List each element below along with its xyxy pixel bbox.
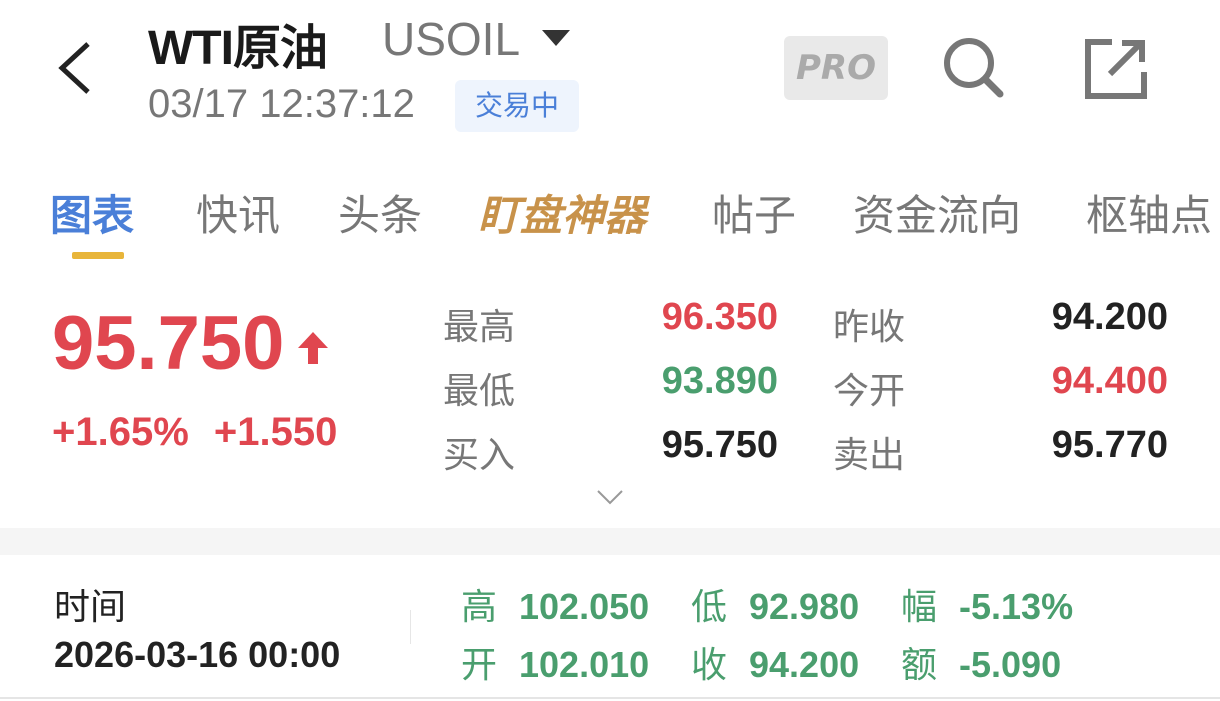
low-value: 93.890	[661, 360, 778, 402]
pro-button[interactable]: PRO	[784, 36, 888, 100]
chevron-down-icon[interactable]	[596, 488, 624, 506]
prev-close-label: 昨收	[833, 307, 906, 348]
bar-amplitude: 幅 -5.13%	[901, 578, 1073, 630]
bid-label: 买入	[443, 435, 516, 476]
tab-news-flash[interactable]: 快讯	[196, 191, 281, 240]
instrument-title: WTI原油	[148, 22, 328, 75]
change-percent: +1.65%	[52, 410, 189, 454]
bar-time-value: 2026-03-16 00:00	[54, 634, 341, 675]
bar-amp-value: -5.13%	[959, 586, 1074, 627]
bar-close-label: 收	[691, 644, 728, 685]
share-icon[interactable]	[1084, 38, 1148, 100]
search-icon[interactable]	[940, 34, 1006, 100]
bar-high: 高 102.050	[461, 578, 649, 630]
quote-time: 03/17 12:37:12	[148, 82, 415, 126]
symbol-selector[interactable]: USOIL	[382, 13, 521, 65]
bar-amount: 额 -5.090	[901, 636, 1061, 688]
up-arrow-icon	[298, 332, 328, 364]
bar-open-label: 开	[461, 644, 498, 685]
bar-low-label: 低	[691, 586, 728, 627]
bar-amt-label: 额	[901, 644, 938, 685]
bar-close-value: 94.200	[749, 644, 860, 685]
tab-posts[interactable]: 帖子	[712, 191, 797, 240]
bar-open: 开 102.010	[461, 636, 649, 688]
high-value: 96.350	[661, 296, 778, 338]
bar-open-value: 102.010	[519, 644, 650, 685]
active-tab-indicator	[72, 252, 124, 259]
tab-chart[interactable]: 图表	[50, 191, 135, 240]
last-price: 95.750	[52, 301, 285, 386]
open-label: 今开	[833, 371, 906, 412]
bar-amp-label: 幅	[901, 586, 938, 627]
tab-watch-tool[interactable]: 盯盘神器	[478, 191, 647, 240]
bid-value: 95.750	[661, 424, 778, 466]
caret-down-icon[interactable]	[542, 30, 570, 46]
change-amount: +1.550	[213, 410, 338, 454]
bar-close: 收 94.200	[691, 636, 859, 688]
bar-high-value: 102.050	[519, 586, 650, 627]
ask-label: 卖出	[833, 435, 906, 476]
bar-high-label: 高	[461, 586, 498, 627]
low-label: 最低	[443, 371, 516, 412]
bar-low-value: 92.980	[749, 586, 860, 627]
bar-amt-value: -5.090	[959, 644, 1062, 685]
tab-fund-flow[interactable]: 资金流向	[853, 191, 1022, 240]
back-arrow-icon[interactable]	[52, 40, 102, 96]
divider	[410, 610, 411, 644]
prev-close-value: 94.200	[1051, 296, 1168, 338]
tab-headlines[interactable]: 头条	[338, 191, 423, 240]
status-badge: 交易中	[455, 80, 579, 132]
ask-value: 95.770	[1051, 424, 1168, 466]
bar-time-label: 时间	[54, 587, 127, 628]
bar-low: 低 92.980	[691, 578, 859, 630]
high-label: 最高	[443, 307, 516, 348]
price-change: +1.65% +1.550	[52, 410, 337, 455]
tab-pivot-points[interactable]: 枢轴点	[1086, 191, 1213, 240]
section-separator	[0, 528, 1220, 555]
open-value: 94.400	[1051, 360, 1168, 402]
divider	[0, 697, 1220, 699]
